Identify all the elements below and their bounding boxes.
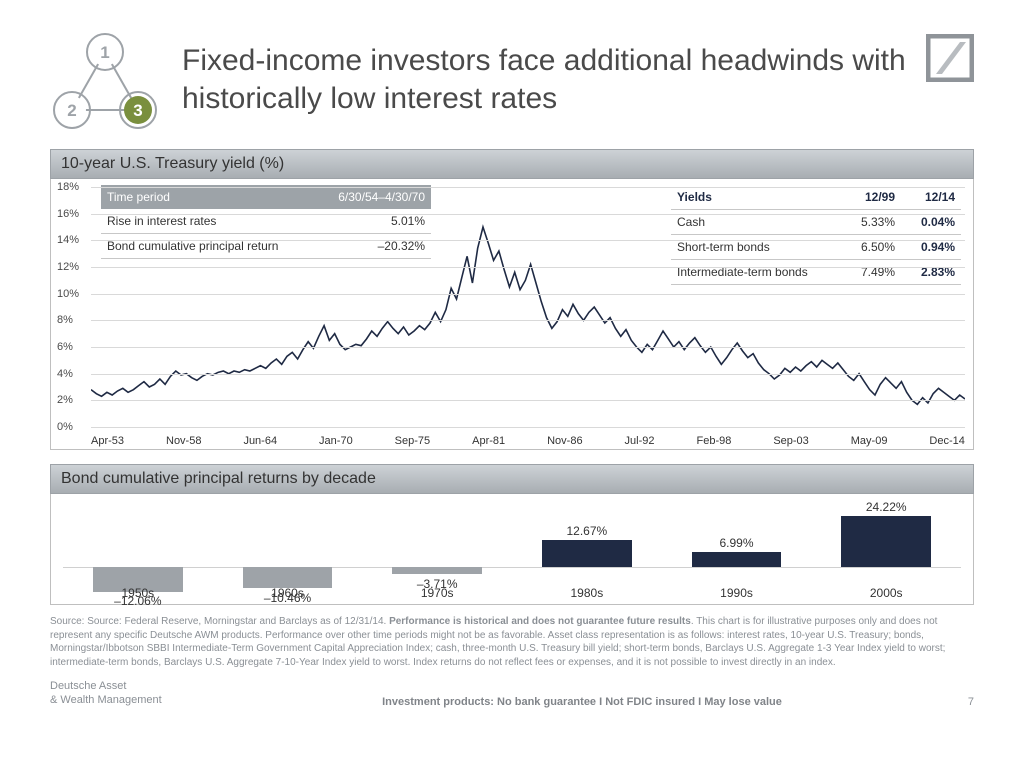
y-axis-label: 8% xyxy=(57,314,73,326)
decade-bar: 24.22% 2000s xyxy=(811,494,961,604)
yields-hdr-label: Yields xyxy=(677,190,835,204)
y-axis-label: 6% xyxy=(57,341,73,353)
y-axis-label: 18% xyxy=(57,181,79,193)
bar-category-label: 1970s xyxy=(362,586,512,600)
y-axis-label: 0% xyxy=(57,421,73,433)
yields-row-label: Cash xyxy=(677,215,835,229)
period-row-value: 5.01% xyxy=(315,214,425,228)
treasury-yield-chart: Time period 6/30/54–4/30/70 Rise in inte… xyxy=(50,179,974,450)
yields-hdr-c1: 12/99 xyxy=(835,190,895,204)
period-summary-hdr-value: 6/30/54–4/30/70 xyxy=(315,190,425,204)
source-text: Source: Source: Federal Reserve, Morning… xyxy=(50,616,389,627)
yields-comparison-table: Yields 12/99 12/14 Cash 5.33% 0.04% Shor… xyxy=(671,185,961,285)
page-title: Fixed-income investors face additional h… xyxy=(182,42,926,117)
x-axis-label: Apr-53 xyxy=(91,435,124,447)
disclaimer-text: Investment products: No bank guarantee I… xyxy=(220,696,944,708)
y-axis-label: 16% xyxy=(57,208,79,220)
bar-category-label: 1980s xyxy=(512,586,662,600)
x-axis-label: Sep-75 xyxy=(395,435,430,447)
x-axis-label: Nov-58 xyxy=(166,435,201,447)
x-axis-label: Feb-98 xyxy=(696,435,731,447)
bar-value-label: 6.99% xyxy=(662,536,812,550)
yields-row-c2: 0.04% xyxy=(895,215,955,229)
brand-name: Deutsche Asset & Wealth Management xyxy=(50,679,220,708)
decade-bar: –3.71%1970s xyxy=(362,494,512,604)
section-nav-diagram: 1 2 3 xyxy=(50,30,160,135)
yields-row-c1: 6.50% xyxy=(835,240,895,254)
svg-text:2: 2 xyxy=(67,101,76,120)
period-summary-table: Time period 6/30/54–4/30/70 Rise in inte… xyxy=(101,185,431,259)
x-axis-label: Nov-86 xyxy=(547,435,582,447)
bar-category-label: 1960s xyxy=(213,586,363,600)
x-axis-label: Sep-03 xyxy=(773,435,808,447)
bar-category-label: 2000s xyxy=(811,586,961,600)
period-summary-hdr-label: Time period xyxy=(107,190,315,204)
x-axis-label: Jul-92 xyxy=(625,435,655,447)
source-bold: Performance is historical and does not g… xyxy=(389,616,691,627)
brand-line2: & Wealth Management xyxy=(50,694,162,706)
page-number: 7 xyxy=(944,696,974,708)
y-axis-label: 12% xyxy=(57,261,79,273)
decade-bar: –12.06%1950s xyxy=(63,494,213,604)
x-axis-label: Dec-14 xyxy=(929,435,964,447)
yields-row-c1: 5.33% xyxy=(835,215,895,229)
bar-value-label: 12.67% xyxy=(512,524,662,538)
brand-logo xyxy=(926,34,974,82)
x-axis-label: Apr-81 xyxy=(472,435,505,447)
decade-returns-chart: –12.06%1950s–10.46%1960s–3.71%1970s12.67… xyxy=(50,494,974,605)
x-axis-label: May-09 xyxy=(851,435,888,447)
chart2-title: Bond cumulative principal returns by dec… xyxy=(50,464,974,494)
source-note: Source: Source: Federal Reserve, Morning… xyxy=(50,615,974,669)
yields-row-label: Short-term bonds xyxy=(677,240,835,254)
brand-line1: Deutsche Asset xyxy=(50,680,126,692)
yields-row-c2: 0.94% xyxy=(895,240,955,254)
svg-text:1: 1 xyxy=(100,43,109,62)
x-axis-label: Jan-70 xyxy=(319,435,353,447)
decade-bar: 6.99% 1990s xyxy=(662,494,812,604)
x-axis-label: Jun-64 xyxy=(243,435,277,447)
yields-hdr-c2: 12/14 xyxy=(895,190,955,204)
y-axis-label: 14% xyxy=(57,234,79,246)
decade-bar: 12.67% 1980s xyxy=(512,494,662,604)
bar-category-label: 1990s xyxy=(662,586,812,600)
svg-text:3: 3 xyxy=(133,101,142,120)
bar-category-label: 1950s xyxy=(63,586,213,600)
chart1-title: 10-year U.S. Treasury yield (%) xyxy=(50,149,974,179)
y-axis-label: 4% xyxy=(57,368,73,380)
decade-bar: –10.46%1960s xyxy=(213,494,363,604)
y-axis-label: 2% xyxy=(57,394,73,406)
bar-value-label: 24.22% xyxy=(811,500,961,514)
period-row-label: Rise in interest rates xyxy=(107,214,315,228)
y-axis-label: 10% xyxy=(57,288,79,300)
